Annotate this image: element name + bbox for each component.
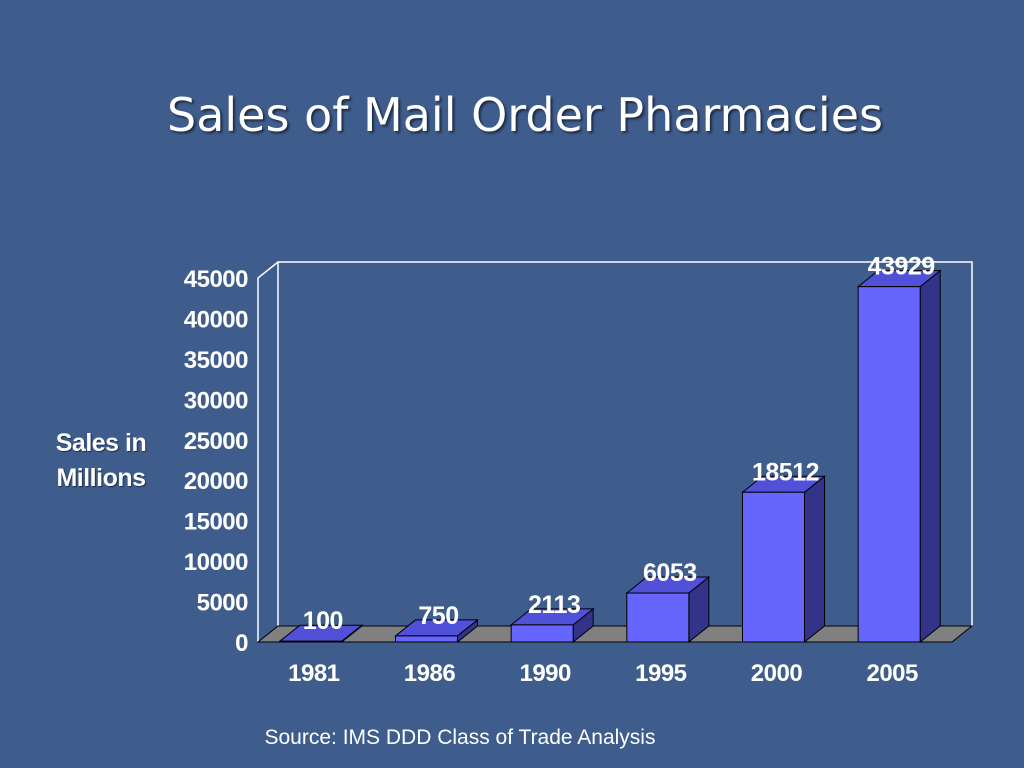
x-tick-label: 1981 xyxy=(288,660,340,687)
bar xyxy=(741,475,826,644)
source-note: Source: IMS DDD Class of Trade Analysis xyxy=(264,726,656,749)
bar xyxy=(394,618,479,644)
x-tick-label: 2005 xyxy=(866,660,918,687)
x-tick-label: 1990 xyxy=(519,660,571,687)
chart-frame xyxy=(257,261,973,642)
data-label: 100 xyxy=(303,607,343,635)
slide-title: Sales of Mail Order Pharmacies xyxy=(167,88,883,142)
y-tick-label: 5000 xyxy=(197,590,249,617)
bar-side xyxy=(804,475,825,644)
y-tick-label: 0 xyxy=(235,630,248,657)
bar xyxy=(856,269,942,644)
y-axis-label-line-2: Millions xyxy=(56,464,146,492)
bar-side xyxy=(919,269,941,644)
data-label: 43929 xyxy=(868,253,935,281)
data-label: 18512 xyxy=(752,458,819,486)
y-tick-label: 45000 xyxy=(184,266,248,293)
y-tick-label: 30000 xyxy=(184,387,248,414)
y-axis-ticks: 0 5000 10000 15000 20000 25000 30000 35000 40000… xyxy=(184,266,249,657)
bar-series xyxy=(278,269,942,644)
y-tick-label: 15000 xyxy=(184,509,248,536)
y-axis-label-line-1: Sales in xyxy=(55,429,147,457)
bar-front xyxy=(742,491,805,643)
y-tick-label: 25000 xyxy=(184,428,248,455)
y-tick-label: 40000 xyxy=(184,306,248,333)
y-tick-label: 35000 xyxy=(184,347,248,374)
x-tick-label: 2000 xyxy=(751,660,803,687)
x-tick-label: 1986 xyxy=(404,660,456,687)
data-label: 750 xyxy=(418,602,458,630)
bar-front xyxy=(626,592,690,643)
data-labels: 100 750 2113 6053 18512 43929 xyxy=(303,253,935,636)
bar xyxy=(509,607,595,644)
bar-front xyxy=(510,624,574,643)
bar xyxy=(278,624,364,644)
x-tick-label: 1995 xyxy=(635,660,687,687)
y-tick-label: 10000 xyxy=(184,549,248,576)
bar xyxy=(625,575,711,644)
y-axis-label: Sales in Millions xyxy=(40,426,162,496)
x-axis-ticks: 1981 1986 1990 1995 2000 2005 xyxy=(288,660,918,687)
data-label: 6053 xyxy=(643,559,697,587)
bar-front xyxy=(279,640,343,643)
bar-front xyxy=(395,635,458,643)
y-tick-label: 20000 xyxy=(184,468,248,495)
data-label: 2113 xyxy=(528,591,580,619)
bar-front xyxy=(857,286,921,643)
